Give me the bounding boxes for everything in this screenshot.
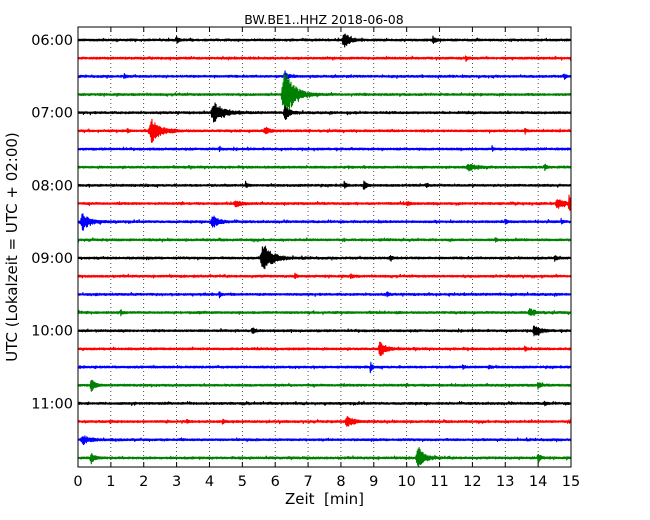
trace-line [77, 341, 572, 357]
y-tick-label: 07:00 [31, 106, 73, 122]
y-axis-label: UTC (Lokalzeit = UTC + 02:00) [3, 132, 21, 362]
x-tick-label: 9 [369, 474, 378, 490]
x-tick-label: 1 [106, 474, 115, 490]
y-tick-label: 06:00 [31, 33, 73, 49]
trace-line [77, 361, 572, 374]
x-tick-label: 13 [496, 474, 514, 490]
x-tick-label: 3 [172, 474, 181, 490]
trace-line [77, 308, 572, 317]
trace-line [77, 325, 572, 337]
y-tick-label: 09:00 [31, 251, 73, 267]
x-tick-label: 2 [139, 474, 148, 490]
x-axis-label: Zeit [min] [285, 490, 364, 508]
trace-line [77, 435, 572, 446]
x-tick-label: 4 [205, 474, 214, 490]
x-tick-label: 12 [463, 474, 481, 490]
trace-line [77, 102, 572, 123]
trace-line [77, 163, 572, 172]
trace-line [77, 291, 572, 299]
y-tick-label: 10:00 [31, 324, 73, 340]
y-tick-label: 11:00 [31, 396, 73, 412]
vertical-grid [110, 27, 539, 467]
trace-line [77, 194, 572, 211]
y-axis: 06:00 07:00 08:00 09:00 10:00 11:00 [31, 33, 571, 412]
x-tick-label: 0 [73, 474, 82, 490]
trace-line [77, 213, 572, 231]
x-tick-label: 6 [271, 474, 280, 490]
trace-line [77, 118, 572, 143]
x-tick-label: 11 [430, 474, 448, 490]
x-tick-label: 14 [529, 474, 547, 490]
trace-line [77, 245, 572, 270]
trace-line [77, 70, 572, 82]
x-axis: 0 1 2 3 4 5 6 7 8 9 10 11 12 13 14 15 [73, 27, 580, 490]
trace-line [77, 400, 572, 407]
x-tick-label: 10 [397, 474, 415, 490]
y-tick-label: 08:00 [31, 178, 73, 194]
x-tick-label: 5 [238, 474, 247, 490]
chart-title: BW.BE1..HHZ 2018-06-08 [244, 12, 403, 27]
x-tick-label: 8 [336, 474, 345, 490]
trace-line [77, 33, 572, 48]
trace-line [77, 379, 572, 392]
trace-line [77, 72, 572, 116]
trace-line [77, 55, 572, 62]
x-tick-label: 7 [303, 474, 312, 490]
trace-line [77, 272, 572, 280]
trace-line [77, 237, 572, 243]
plot-frame [77, 26, 572, 468]
trace-line [77, 446, 572, 468]
trace-line [77, 180, 572, 190]
trace-line [77, 145, 572, 153]
x-tick-label: 15 [562, 474, 580, 490]
trace-line [77, 415, 572, 427]
traces [77, 33, 572, 468]
